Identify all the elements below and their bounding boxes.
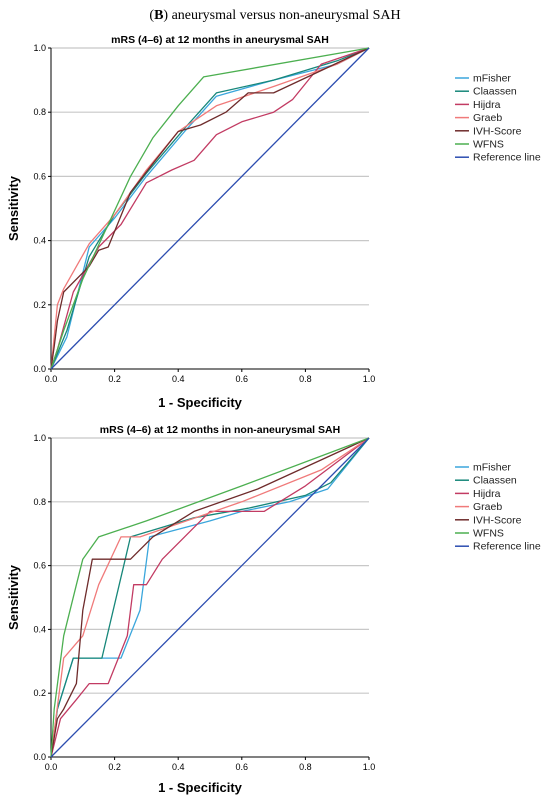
- chart2-series-line-wfns: [50, 437, 370, 758]
- chart2-series-line-ivh-score: [50, 437, 370, 758]
- heading-letter: B: [154, 8, 164, 23]
- chart1-legend-label: WFNS: [473, 139, 504, 151]
- chart2-y-axis-label: Sensitivity: [6, 564, 21, 630]
- chart2-series-line-graeb: [50, 437, 370, 758]
- chart2-x-tick-label: 0.8: [299, 762, 312, 772]
- chart2-x-axis-label: 1 - Specificity: [158, 780, 243, 795]
- heading-open-paren: (: [149, 8, 155, 23]
- chart2-legend-label: Graeb: [473, 501, 502, 513]
- chart1-legend-label: Reference line: [473, 152, 541, 164]
- heading-text: ) aneurysmal versus non-aneurysmal SAH: [163, 8, 401, 23]
- chart1-x-tick-label: 0.0: [45, 374, 58, 384]
- chart1-series-line-wfns: [50, 47, 370, 370]
- chart2-legend-label: WFNS: [473, 528, 504, 540]
- chart1-series-line-reference-line: [50, 47, 370, 370]
- chart2-legend-label: IVH-Score: [473, 514, 522, 526]
- figure-heading: (B) aneurysmal versus non-aneurysmal SAH: [0, 8, 550, 24]
- chart1-legend-label: Hijdra: [473, 99, 501, 111]
- chart2-y-tick-label: 1.0: [33, 433, 46, 443]
- chart1-x-tick-label: 0.2: [108, 374, 121, 384]
- chart2-x-tick-label: 1.0: [363, 762, 376, 772]
- chart2-y-tick-label: 0.6: [33, 561, 46, 571]
- chart2-x-tick-label: 0.0: [45, 762, 58, 772]
- chart1-y-tick-label: 0.6: [33, 171, 46, 181]
- chart2-y-tick-label: 0.0: [33, 752, 46, 762]
- chart1-y-tick-label: 1.0: [33, 43, 46, 53]
- chart2-x-tick-label: 0.4: [172, 762, 185, 772]
- chart2-y-tick-label: 0.4: [33, 624, 46, 634]
- chart2-series-line-reference-line: [50, 437, 370, 758]
- chart1-y-tick-label: 0.4: [33, 236, 46, 246]
- chart1-x-tick-label: 0.4: [172, 374, 185, 384]
- chart1-x-axis-label: 1 - Specificity: [158, 395, 243, 410]
- chart2-legend-label: Hijdra: [473, 488, 501, 500]
- chart2-legend-label: Claassen: [473, 475, 517, 487]
- chart2-x-tick-label: 0.2: [108, 762, 121, 772]
- chart1-x-tick-label: 0.6: [236, 374, 249, 384]
- chart1-legend-label: Claassen: [473, 86, 517, 98]
- chart2-y-tick-label: 0.2: [33, 688, 46, 698]
- chart2-series-line-hijdra: [50, 437, 370, 758]
- chart2-x-tick-label: 0.6: [236, 762, 249, 772]
- chart1-series-line-hijdra: [50, 47, 370, 370]
- chart2-y-tick-label: 0.8: [33, 497, 46, 507]
- chart1-y-axis-label: Sensitivity: [6, 175, 21, 241]
- chart1-y-tick-label: 0.0: [33, 364, 46, 374]
- chart1-y-tick-label: 0.8: [33, 107, 46, 117]
- chart1-legend-label: IVH-Score: [473, 125, 522, 137]
- chart1-x-tick-label: 0.8: [299, 374, 312, 384]
- chart2-legend-label: mFisher: [473, 462, 511, 474]
- chart1-legend-label: Graeb: [473, 112, 502, 124]
- chart1-title: mRS (4–6) at 12 months in aneurysmal SAH: [111, 34, 329, 46]
- chart1-y-tick-label: 0.2: [33, 300, 46, 310]
- chart1-legend-label: mFisher: [473, 73, 511, 85]
- chart2-legend-label: Reference line: [473, 541, 541, 553]
- chart1-series-line-ivh-score: [50, 47, 370, 370]
- chart1-x-tick-label: 1.0: [363, 374, 376, 384]
- chart2-title: mRS (4–6) at 12 months in non-aneurysmal…: [100, 424, 340, 436]
- chart1-series-line-graeb: [50, 47, 370, 370]
